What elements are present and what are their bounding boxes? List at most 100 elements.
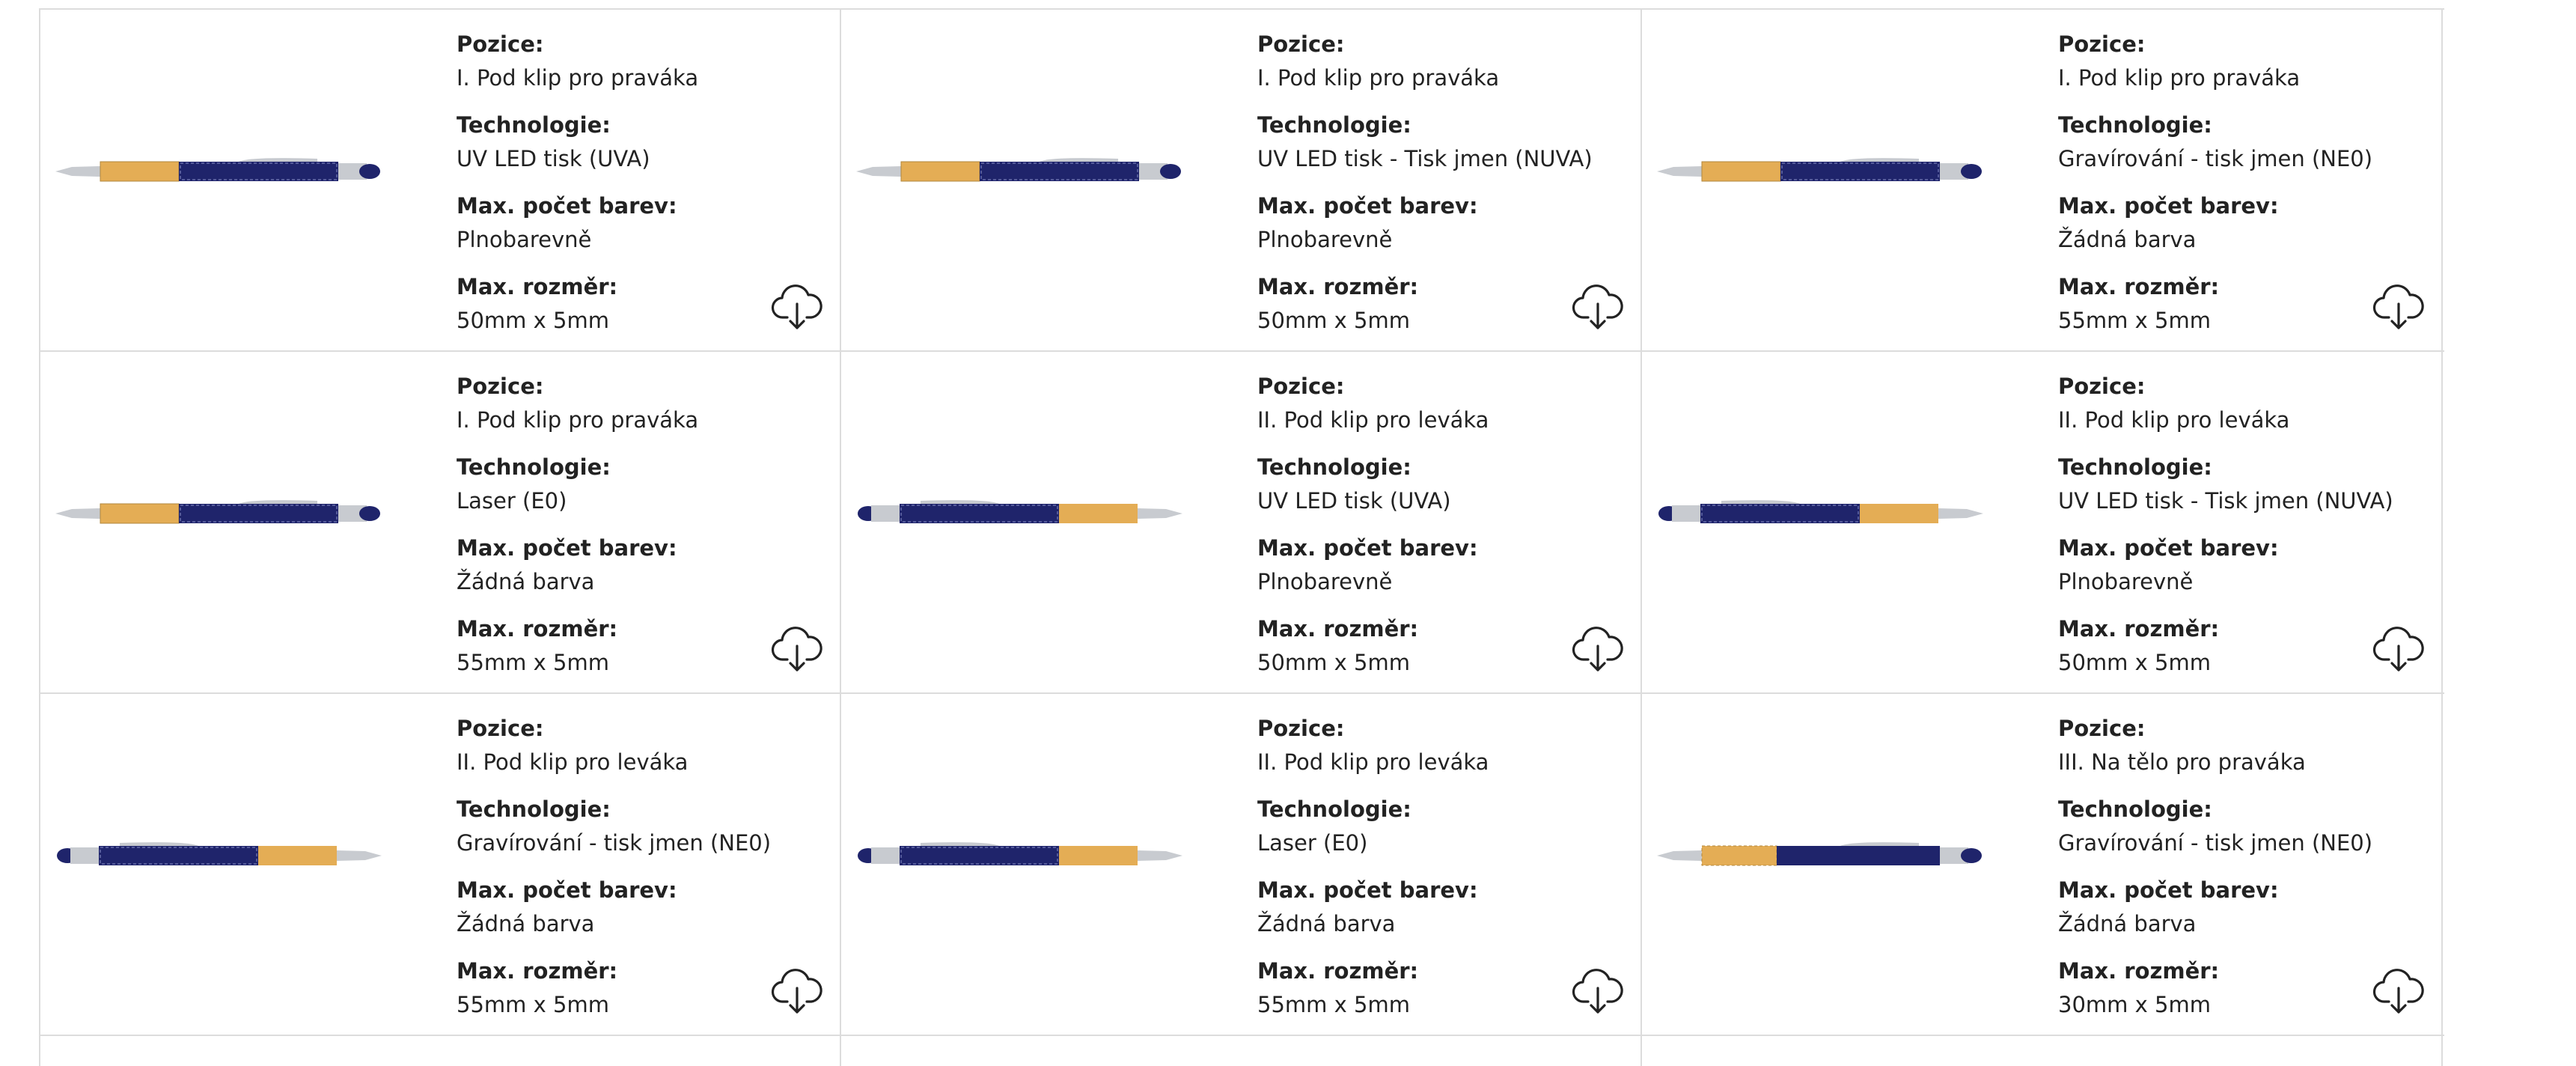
print-position-card: Pozice: III. Na tělo pro praváka Technol… <box>1642 694 2443 1035</box>
pen-product-image <box>55 156 382 186</box>
max-colors-label: Max. počet barev: <box>1257 193 1478 219</box>
position-value: I. Pod klip pro praváka <box>457 65 699 91</box>
technology-value: UV LED tisk - Tisk jmen (NUVA) <box>1257 146 1593 171</box>
technology-value: Gravírování - tisk jmen (NE0) <box>457 830 772 856</box>
max-size-label: Max. rozměr: <box>457 616 618 642</box>
print-position-details: Pozice: III. Na tělo pro praváka Technol… <box>2058 712 2372 1022</box>
grid-row: Pozice: II. Pod klip pro leváka Technolo… <box>40 694 2444 1036</box>
pen-product-image <box>1657 156 1983 186</box>
position-label: Pozice: <box>1257 716 1345 741</box>
position-value: I. Pod klip pro praváka <box>1257 65 1500 91</box>
print-positions-grid: Pozice: I. Pod klip pro praváka Technolo… <box>39 8 2444 1066</box>
position-value: II. Pod klip pro leváka <box>457 749 689 775</box>
max-colors-value: Plnobarevně <box>1257 569 1393 594</box>
max-size-value: 50mm x 5mm <box>1257 650 1410 675</box>
pen-product-image <box>1657 499 1983 529</box>
grid-row: Pozice: I. Pod klip pro praváka Technolo… <box>40 352 2444 694</box>
print-position-card: Pozice: I. Pod klip pro praváka Technolo… <box>841 10 1642 350</box>
print-position-details: Pozice: I. Pod klip pro praváka Technolo… <box>457 28 698 338</box>
max-colors-label: Max. počet barev: <box>2058 535 2279 561</box>
max-colors-value: Plnobarevně <box>1257 227 1393 252</box>
print-position-details: Pozice: I. Pod klip pro praváka Technolo… <box>2058 28 2372 338</box>
position-label: Pozice: <box>2058 716 2146 741</box>
print-position-card: Pozice: II. Pod klip pro leváka Technolo… <box>40 694 841 1035</box>
max-size-label: Max. rozměr: <box>1257 274 1419 299</box>
max-colors-label: Max. počet barev: <box>457 877 677 903</box>
technology-label: Technologie: <box>2058 797 2212 822</box>
technology-label: Technologie: <box>457 797 611 822</box>
max-colors-value: Žádná barva <box>2058 911 2197 936</box>
max-colors-value: Žádná barva <box>457 911 595 936</box>
technology-label: Technologie: <box>457 112 611 138</box>
position-label: Pozice: <box>1257 31 1345 57</box>
pen-product-image <box>856 499 1182 529</box>
position-value: I. Pod klip pro praváka <box>2058 65 2301 91</box>
max-size-label: Max. rozměr: <box>2058 616 2220 642</box>
max-colors-value: Plnobarevně <box>2058 569 2194 594</box>
print-position-details: Pozice: II. Pod klip pro leváka Technolo… <box>2058 370 2393 680</box>
technology-label: Technologie: <box>2058 454 2212 480</box>
print-position-card: Pozice: I. Pod klip pro praváka Technolo… <box>40 10 841 350</box>
max-size-label: Max. rozměr: <box>457 274 618 299</box>
max-size-label: Max. rozměr: <box>2058 274 2220 299</box>
technology-value: UV LED tisk (UVA) <box>1257 488 1451 514</box>
max-size-value: 55mm x 5mm <box>1257 992 1410 1017</box>
technology-label: Technologie: <box>2058 112 2212 138</box>
technology-value: UV LED tisk (UVA) <box>457 146 650 171</box>
print-position-card-cutoff <box>1642 1036 2443 1066</box>
download-cloud-icon[interactable] <box>2372 280 2425 332</box>
technology-label: Technologie: <box>457 454 611 480</box>
print-position-details: Pozice: II. Pod klip pro leváka Technolo… <box>457 712 771 1022</box>
max-size-value: 55mm x 5mm <box>2058 308 2211 333</box>
download-cloud-icon[interactable] <box>771 280 823 332</box>
max-colors-label: Max. počet barev: <box>2058 877 2279 903</box>
position-label: Pozice: <box>457 716 544 741</box>
max-size-value: 50mm x 5mm <box>457 308 609 333</box>
download-cloud-icon[interactable] <box>1572 964 1624 1017</box>
max-size-value: 30mm x 5mm <box>2058 992 2211 1017</box>
grid-row: Pozice: I. Pod klip pro praváka Technolo… <box>40 10 2444 352</box>
pen-product-image <box>55 499 382 529</box>
download-cloud-icon[interactable] <box>771 964 823 1017</box>
position-value: I. Pod klip pro praváka <box>457 407 699 433</box>
print-position-card: Pozice: II. Pod klip pro leváka Technolo… <box>841 352 1642 692</box>
print-position-card: Pozice: I. Pod klip pro praváka Technolo… <box>1642 10 2443 350</box>
technology-label: Technologie: <box>1257 797 1411 822</box>
download-cloud-icon[interactable] <box>2372 964 2425 1017</box>
max-colors-value: Žádná barva <box>1257 911 1396 936</box>
position-label: Pozice: <box>1257 374 1345 399</box>
technology-value: Gravírování - tisk jmen (NE0) <box>2058 146 2373 171</box>
max-colors-value: Žádná barva <box>2058 227 2197 252</box>
max-size-value: 55mm x 5mm <box>457 992 609 1017</box>
print-position-card: Pozice: II. Pod klip pro leváka Technolo… <box>1642 352 2443 692</box>
max-size-label: Max. rozměr: <box>1257 616 1419 642</box>
max-colors-value: Žádná barva <box>457 569 595 594</box>
download-cloud-icon[interactable] <box>771 622 823 674</box>
print-position-card-cutoff <box>841 1036 1642 1066</box>
technology-value: Laser (E0) <box>457 488 567 514</box>
technology-value: Gravírování - tisk jmen (NE0) <box>2058 830 2373 856</box>
pen-product-image <box>856 156 1182 186</box>
print-position-details: Pozice: II. Pod klip pro leváka Technolo… <box>1257 370 1489 680</box>
position-label: Pozice: <box>2058 31 2146 57</box>
print-position-card-cutoff <box>40 1036 841 1066</box>
max-colors-label: Max. počet barev: <box>1257 535 1478 561</box>
position-label: Pozice: <box>2058 374 2146 399</box>
max-colors-label: Max. počet barev: <box>457 193 677 219</box>
max-size-label: Max. rozměr: <box>1257 958 1419 984</box>
print-position-details: Pozice: II. Pod klip pro leváka Technolo… <box>1257 712 1489 1022</box>
download-cloud-icon[interactable] <box>2372 622 2425 674</box>
pen-product-image <box>856 841 1182 871</box>
technology-label: Technologie: <box>1257 454 1411 480</box>
print-position-details: Pozice: I. Pod klip pro praváka Technolo… <box>1257 28 1593 338</box>
max-size-value: 50mm x 5mm <box>1257 308 1410 333</box>
download-cloud-icon[interactable] <box>1572 280 1624 332</box>
position-value: II. Pod klip pro leváka <box>1257 749 1489 775</box>
print-position-card: Pozice: I. Pod klip pro praváka Technolo… <box>40 352 841 692</box>
position-value: II. Pod klip pro leváka <box>2058 407 2290 433</box>
max-size-value: 50mm x 5mm <box>2058 650 2211 675</box>
position-label: Pozice: <box>457 31 544 57</box>
technology-value: UV LED tisk - Tisk jmen (NUVA) <box>2058 488 2393 514</box>
max-size-label: Max. rozměr: <box>2058 958 2220 984</box>
download-cloud-icon[interactable] <box>1572 622 1624 674</box>
